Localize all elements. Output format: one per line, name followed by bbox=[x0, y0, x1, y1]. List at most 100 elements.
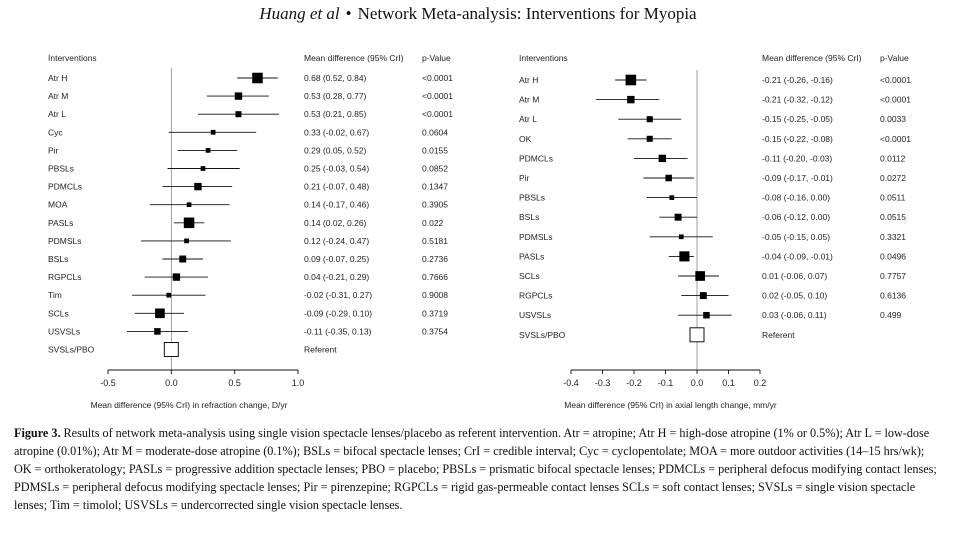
row-label: PDMSLs bbox=[48, 236, 82, 246]
row-mean-difference: -0.11 (-0.20, -0.03) bbox=[762, 153, 832, 163]
point-estimate-marker bbox=[154, 328, 161, 335]
point-estimate-marker bbox=[194, 182, 202, 191]
row-label: Atr M bbox=[519, 95, 539, 105]
row-p-value: 0.3754 bbox=[422, 326, 448, 336]
x-tick-label: -0.5 bbox=[100, 378, 116, 388]
row-mean-difference: 0.14 (-0.17, 0.46) bbox=[304, 200, 369, 210]
referent-label: SVSLs/PBO bbox=[519, 330, 566, 340]
row-p-value: 0.7666 bbox=[422, 272, 448, 282]
row-p-value: 0.0033 bbox=[880, 114, 906, 124]
x-tick-label: 0.0 bbox=[691, 378, 704, 388]
row-p-value: 0.3905 bbox=[422, 200, 448, 210]
row-label: SCLs bbox=[48, 308, 69, 318]
row-mean-difference: 0.03 (-0.06, 0.11) bbox=[762, 310, 827, 320]
referent-value: Referent bbox=[304, 345, 337, 355]
point-estimate-marker bbox=[200, 166, 206, 171]
row-p-value: 0.3321 bbox=[880, 232, 906, 242]
point-estimate-marker bbox=[183, 217, 195, 229]
row-p-value: 0.7757 bbox=[880, 271, 906, 281]
row-mean-difference: 0.04 (-0.21, 0.29) bbox=[304, 272, 369, 282]
row-p-value: 0.022 bbox=[422, 218, 444, 228]
row-label: USVSLs bbox=[48, 326, 80, 336]
point-estimate-marker bbox=[186, 202, 192, 208]
row-p-value: 0.5181 bbox=[422, 236, 448, 246]
row-p-value: 0.1347 bbox=[422, 182, 448, 192]
row-label: Pir bbox=[48, 145, 59, 155]
row-mean-difference: 0.29 (0.05, 0.52) bbox=[304, 145, 367, 155]
row-p-value: 0.0155 bbox=[422, 145, 448, 155]
row-p-value: 0.9008 bbox=[422, 290, 448, 300]
row-label: Atr M bbox=[48, 91, 68, 101]
x-axis-label: Mean difference (95% CrI) in refraction … bbox=[91, 400, 288, 410]
row-mean-difference: 0.02 (-0.05, 0.10) bbox=[762, 291, 827, 301]
referent-marker bbox=[163, 342, 179, 357]
x-tick-label: -0.3 bbox=[595, 378, 611, 388]
row-mean-difference: 0.21 (-0.07, 0.48) bbox=[304, 182, 369, 192]
row-label: RGPCLs bbox=[519, 291, 553, 301]
point-estimate-marker bbox=[679, 251, 690, 262]
row-mean-difference: -0.09 (-0.17, -0.01) bbox=[762, 173, 833, 183]
row-label: Atr H bbox=[519, 75, 538, 85]
referent-label: SVSLs/PBO bbox=[48, 345, 95, 355]
row-label: USVSLs bbox=[519, 310, 551, 320]
header-title: Network Meta-analysis: Interventions for… bbox=[357, 4, 697, 23]
referent-marker bbox=[689, 327, 705, 343]
row-p-value: 0.0511 bbox=[880, 193, 906, 203]
point-estimate-marker bbox=[669, 195, 675, 200]
row-p-value: <0.0001 bbox=[422, 73, 453, 83]
caption-text: Results of network meta-analysis using s… bbox=[14, 426, 937, 512]
point-estimate-marker bbox=[699, 292, 707, 300]
point-estimate-marker bbox=[703, 311, 710, 319]
forest-plots: Interventions Mean difference (95% CrI) p-… bbox=[48, 53, 911, 410]
x-tick-label: -0.4 bbox=[563, 378, 579, 388]
x-tick-label: -0.1 bbox=[658, 378, 674, 388]
row-label: Atr H bbox=[48, 73, 67, 83]
column-header-interventions: Interventions bbox=[48, 53, 97, 63]
row-mean-difference: 0.33 (-0.02, 0.67) bbox=[304, 127, 369, 137]
row-mean-difference: 0.14 (0.02, 0.26) bbox=[304, 218, 367, 228]
point-estimate-marker bbox=[252, 72, 263, 84]
point-estimate-marker bbox=[179, 255, 187, 263]
row-mean-difference: -0.02 (-0.31, 0.27) bbox=[304, 290, 372, 300]
column-header-p-value: p-Value bbox=[422, 53, 451, 63]
row-p-value: <0.0001 bbox=[880, 75, 911, 85]
x-tick-label: 0.5 bbox=[228, 378, 241, 388]
row-mean-difference: 0.53 (0.21, 0.85) bbox=[304, 109, 367, 119]
figure-caption: Figure 3. Results of network meta-analys… bbox=[14, 424, 940, 514]
row-label: SCLs bbox=[519, 271, 540, 281]
row-mean-difference: 0.12 (-0.24, 0.47) bbox=[304, 236, 369, 246]
point-estimate-marker bbox=[234, 92, 243, 100]
row-label: PBSLs bbox=[48, 164, 74, 174]
column-header-p-value: p-Value bbox=[880, 53, 909, 63]
row-mean-difference: -0.15 (-0.25, -0.05) bbox=[762, 114, 833, 124]
row-mean-difference: 0.53 (0.28, 0.77) bbox=[304, 91, 367, 101]
row-label: PDMCLs bbox=[519, 153, 553, 163]
point-estimate-marker bbox=[646, 135, 653, 142]
row-label: BSLs bbox=[519, 212, 539, 222]
point-estimate-marker bbox=[678, 234, 684, 240]
row-mean-difference: 0.01 (-0.06, 0.07) bbox=[762, 271, 827, 281]
row-p-value: 0.2736 bbox=[422, 254, 448, 264]
row-mean-difference: -0.21 (-0.32, -0.12) bbox=[762, 95, 833, 105]
row-p-value: <0.0001 bbox=[880, 95, 911, 105]
x-tick-label: 1.0 bbox=[292, 378, 305, 388]
row-p-value: 0.0272 bbox=[880, 173, 906, 183]
point-estimate-marker bbox=[646, 116, 653, 123]
row-mean-difference: 0.09 (-0.07, 0.25) bbox=[304, 254, 369, 264]
point-estimate-marker bbox=[235, 111, 242, 118]
point-estimate-marker bbox=[625, 74, 637, 86]
row-label: Pir bbox=[519, 173, 530, 183]
header-separator: • bbox=[345, 4, 352, 23]
row-mean-difference: -0.21 (-0.26, -0.16) bbox=[762, 75, 833, 85]
row-label: PASLs bbox=[519, 251, 544, 261]
point-estimate-marker bbox=[205, 148, 211, 153]
column-header-mean-difference: Mean difference (95% CrI) bbox=[304, 53, 404, 63]
caption-label: Figure 3. bbox=[14, 426, 61, 440]
row-label: OK bbox=[519, 134, 532, 144]
referent-value: Referent bbox=[762, 330, 795, 340]
point-estimate-marker bbox=[695, 271, 705, 281]
row-label: Tim bbox=[48, 290, 62, 300]
column-header-interventions: Interventions bbox=[519, 53, 568, 63]
row-mean-difference: -0.08 (-0.16, 0.00) bbox=[762, 193, 830, 203]
page-header: Huang et al • Network Meta-analysis: Inter… bbox=[0, 4, 956, 24]
